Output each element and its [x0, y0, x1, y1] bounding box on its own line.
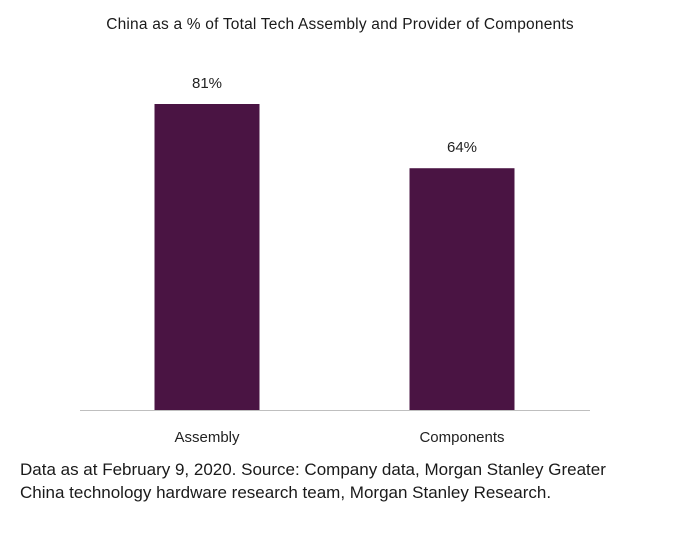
value-label-assembly: 81% — [192, 75, 222, 92]
value-label-components: 64% — [447, 139, 477, 156]
bar-assembly — [154, 104, 260, 410]
category-label-components: Components — [419, 429, 504, 446]
bar-components — [409, 168, 515, 410]
bar-chart: 81% Assembly 64% Components — [80, 75, 590, 446]
source-footnote: Data as at February 9, 2020. Source: Com… — [20, 460, 606, 502]
category-label-assembly: Assembly — [174, 429, 240, 446]
chart-title: China as a % of Total Tech Assembly and … — [106, 16, 574, 33]
